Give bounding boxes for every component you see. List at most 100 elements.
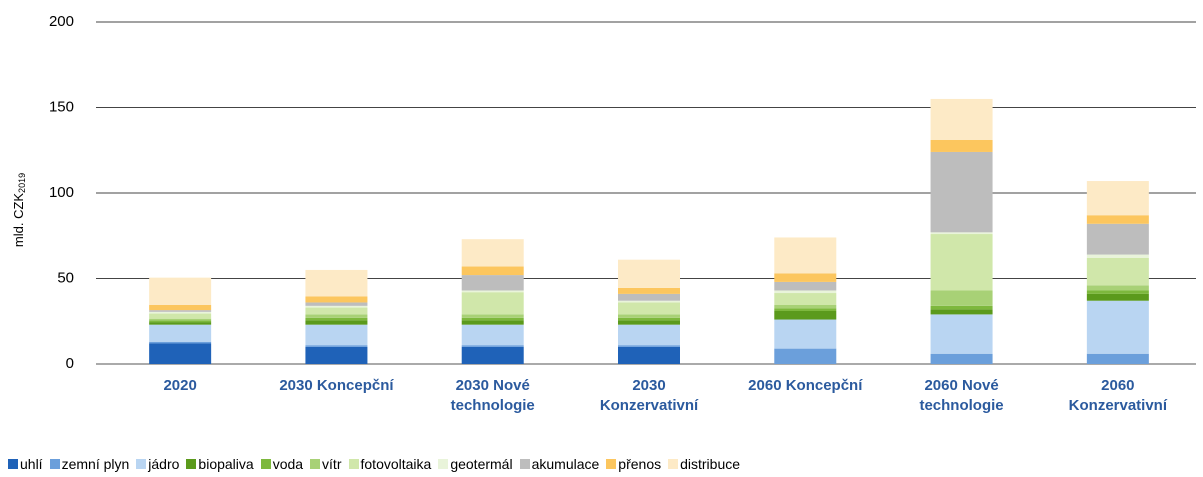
bar-segment (305, 269, 368, 297)
bar-segment (774, 273, 837, 282)
x-tick-label: 2030 Konzervativní (599, 377, 699, 414)
bar-segment (930, 305, 993, 310)
bar-segment (774, 293, 837, 306)
legend-swatch (136, 459, 147, 469)
legend-item: přenos (606, 456, 661, 472)
bar-segment (930, 314, 993, 354)
x-tick-label: 2060 Konzervativní (1068, 377, 1168, 414)
bar-segment (1086, 223, 1149, 255)
y-axis-label-sub: 2019 (17, 173, 27, 193)
bar-segment (305, 324, 368, 346)
y-axis-label-main: mld. CZK (11, 193, 26, 248)
legend-item: fotovoltaika (348, 456, 432, 472)
legend: uhlí zemní plyn jádro biopaliva voda vítr foto… (8, 456, 740, 472)
legend-label: zemní plyn (61, 456, 130, 472)
bar-segment (618, 259, 680, 288)
legend-item: voda (260, 456, 303, 472)
bar-segment (461, 290, 524, 293)
bar-segment (149, 310, 212, 312)
bar-segment (774, 310, 837, 320)
bar-segment (618, 293, 680, 301)
bar-segment (149, 320, 212, 323)
x-tick-label: 2060 Nové technologie (919, 377, 1004, 414)
bar-segment (305, 307, 368, 315)
bar-segment (618, 320, 680, 325)
legend-item: biopaliva (186, 456, 254, 472)
legend-label: fotovoltaika (360, 456, 432, 472)
legend-item: vítr (310, 456, 342, 472)
bar-segment (461, 346, 524, 364)
bar-segment (930, 309, 993, 315)
bar-segment (618, 302, 680, 315)
bar-segment (461, 239, 524, 267)
bar-segment (618, 287, 680, 294)
x-tick-label: 2030 Koncepční (279, 377, 394, 394)
bar-segment (618, 314, 680, 318)
legend-swatch (348, 459, 359, 469)
legend-swatch (310, 459, 321, 469)
bar-segment (305, 305, 368, 308)
legend-label: přenos (618, 456, 662, 472)
bar-segment (149, 318, 212, 321)
legend-item: zemní plyn (49, 456, 130, 472)
bar-segment (618, 324, 680, 346)
bar-segment (1086, 181, 1149, 216)
bar-segment (774, 308, 837, 311)
y-tick-label: 0 (66, 355, 74, 372)
bar-segment (774, 281, 837, 291)
legend-label: vítr (322, 456, 342, 472)
bar-segment (774, 237, 837, 274)
bar-segment (618, 346, 680, 364)
legend-swatch (8, 459, 18, 469)
legend-item: distribuce (668, 456, 740, 472)
bar-segment (461, 275, 524, 291)
bar-segment (305, 314, 368, 318)
bar-segment (305, 345, 368, 347)
bar-segment (1086, 285, 1149, 291)
bar-segment (461, 324, 524, 346)
bar-segment (461, 266, 524, 276)
bar-segment (618, 345, 680, 347)
bar-segment (1086, 290, 1149, 294)
legend-swatch (606, 459, 617, 469)
bar-segment (149, 322, 212, 325)
bar-segment (149, 343, 212, 364)
x-tick-label: 2060 Koncepční (748, 377, 863, 394)
legend-label: distribuce (680, 456, 741, 472)
bar-segment (305, 317, 368, 321)
bar-segment (149, 311, 212, 314)
y-tick-label: 150 (49, 98, 74, 115)
bar-segment (1086, 300, 1149, 354)
legend-label: akumulace (531, 456, 600, 472)
bar-segment (1086, 215, 1149, 224)
legend-item: akumulace (519, 456, 600, 472)
bar-segment (461, 317, 524, 321)
legend-swatch (519, 459, 530, 469)
y-tick-label: 200 (49, 13, 74, 30)
bar-segment (461, 292, 524, 315)
bar-segment (930, 234, 993, 291)
legend-label: biopaliva (198, 456, 254, 472)
bar-segment (305, 320, 368, 325)
bar-segment (930, 151, 993, 233)
legend-item: uhlí (8, 456, 43, 472)
legend-swatch (668, 459, 679, 469)
bar-segment (930, 139, 993, 152)
bar-segment (149, 305, 212, 311)
bar-segment (618, 317, 680, 321)
bar-segment (149, 277, 212, 306)
bar-segment (774, 305, 837, 309)
bar-segment (930, 98, 993, 140)
bar-segment (930, 290, 993, 306)
bar-segment (774, 348, 837, 364)
legend-swatch (186, 459, 197, 469)
bar-segment (1086, 293, 1149, 301)
legend-swatch (438, 459, 449, 469)
legend-item: jádro (136, 456, 179, 472)
legend-label: uhlí (20, 456, 43, 472)
bar-segment (774, 290, 837, 294)
bar-segment (461, 320, 524, 325)
legend-item: geotermál (438, 456, 513, 472)
